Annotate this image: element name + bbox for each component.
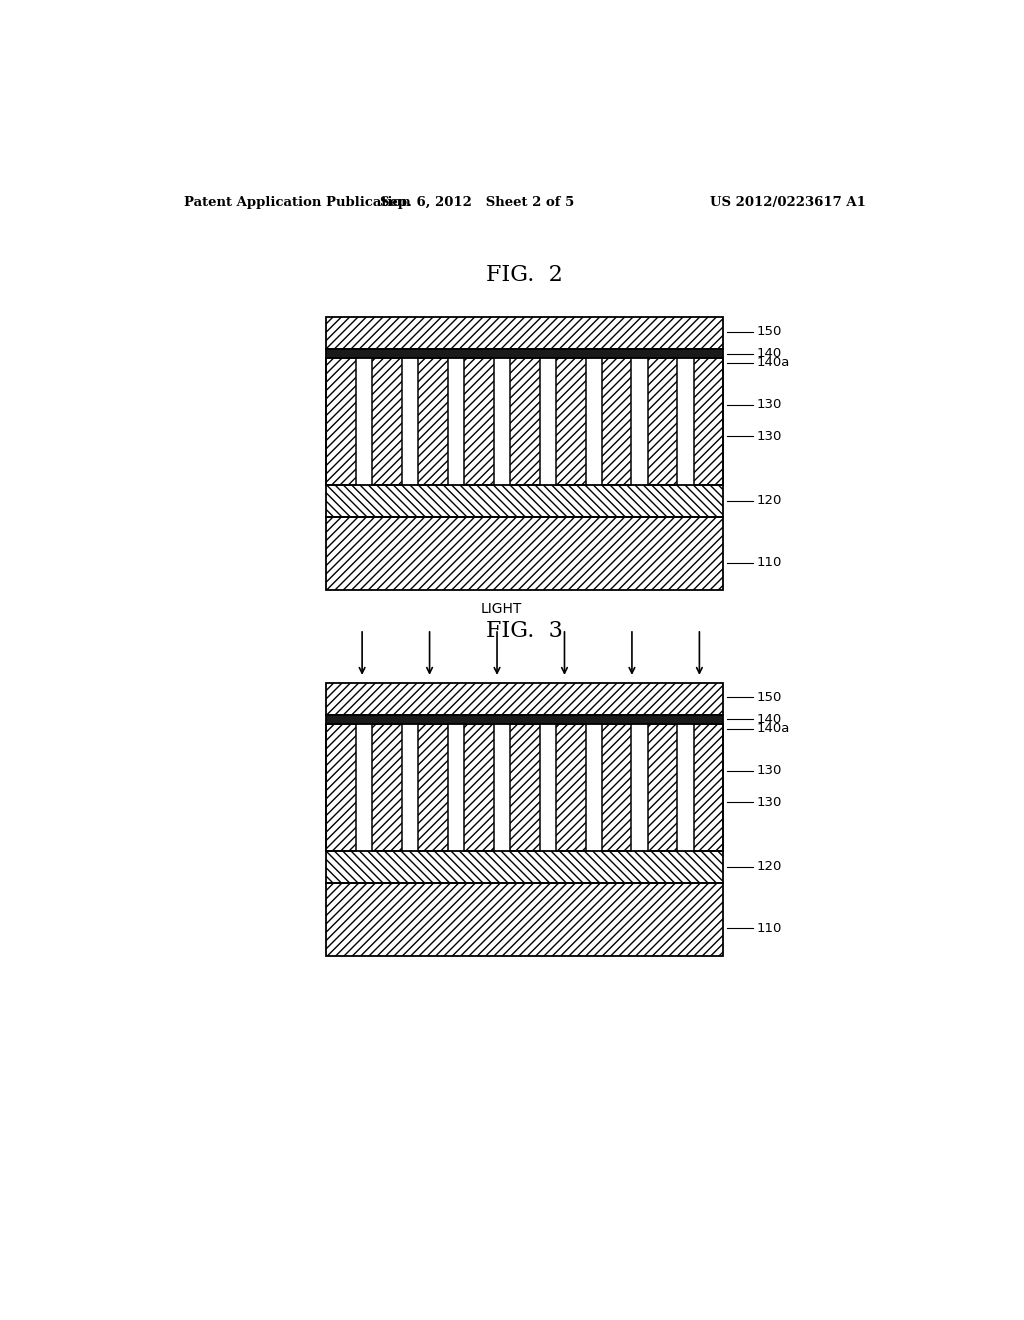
Bar [373, 723, 401, 850]
Bar [327, 850, 723, 883]
Bar [556, 723, 586, 850]
Bar [418, 358, 447, 484]
Text: 130: 130 [757, 796, 782, 809]
Bar [648, 358, 677, 484]
Bar [327, 723, 356, 850]
Text: 150: 150 [757, 325, 782, 338]
Bar [327, 715, 723, 723]
Bar [327, 682, 723, 715]
Bar [648, 358, 677, 484]
Bar [602, 723, 632, 850]
Bar [327, 358, 356, 484]
Bar [602, 723, 632, 850]
Bar [464, 358, 494, 484]
Bar [556, 723, 586, 850]
Text: FIG.  2: FIG. 2 [486, 264, 563, 286]
Bar [556, 358, 586, 484]
Text: 140a: 140a [757, 356, 790, 370]
Bar [510, 358, 540, 484]
Bar [327, 517, 723, 590]
Bar [464, 358, 494, 484]
Bar [327, 883, 723, 956]
Bar [373, 723, 401, 850]
Text: Sep. 6, 2012   Sheet 2 of 5: Sep. 6, 2012 Sheet 2 of 5 [380, 195, 574, 209]
Bar [602, 358, 632, 484]
Bar [693, 358, 723, 484]
Text: LIGHT: LIGHT [480, 602, 521, 615]
Text: 110: 110 [757, 556, 782, 569]
Text: 130: 130 [757, 764, 782, 777]
Text: 140: 140 [757, 713, 781, 726]
Bar [602, 358, 632, 484]
Bar [693, 358, 723, 484]
Bar [418, 723, 447, 850]
Bar [510, 723, 540, 850]
Text: 120: 120 [757, 495, 782, 507]
Text: 140: 140 [757, 347, 781, 360]
Bar [510, 358, 540, 484]
Bar [327, 517, 723, 590]
Text: FIG.  3: FIG. 3 [486, 620, 563, 642]
Bar [556, 358, 586, 484]
Bar [464, 723, 494, 850]
Bar [327, 317, 723, 350]
Bar [510, 723, 540, 850]
Bar [418, 723, 447, 850]
Bar [418, 723, 447, 850]
Bar [327, 883, 723, 956]
Bar [648, 723, 677, 850]
Bar [464, 723, 494, 850]
Bar [327, 723, 356, 850]
Bar [327, 317, 723, 350]
Bar [602, 358, 632, 484]
Bar [327, 682, 723, 715]
Bar [327, 682, 723, 715]
Bar [418, 358, 447, 484]
Bar [373, 358, 401, 484]
Bar [373, 358, 401, 484]
Bar [327, 317, 723, 350]
Text: 130: 130 [757, 399, 782, 411]
Bar [556, 358, 586, 484]
Bar [327, 850, 723, 883]
Bar [327, 350, 723, 358]
Bar [327, 484, 723, 517]
Bar [510, 723, 540, 850]
Bar [327, 358, 723, 484]
Bar [327, 484, 723, 517]
Bar [556, 723, 586, 850]
Bar [373, 358, 401, 484]
Text: US 2012/0223617 A1: US 2012/0223617 A1 [711, 195, 866, 209]
Bar [464, 358, 494, 484]
Bar [693, 723, 723, 850]
Bar [648, 358, 677, 484]
Bar [693, 358, 723, 484]
Bar [418, 358, 447, 484]
Bar [327, 850, 723, 883]
Bar [648, 723, 677, 850]
Text: 150: 150 [757, 690, 782, 704]
Bar [602, 723, 632, 850]
Bar [327, 883, 723, 956]
Text: 140a: 140a [757, 722, 790, 735]
Bar [648, 723, 677, 850]
Bar [693, 723, 723, 850]
Bar [510, 358, 540, 484]
Text: 120: 120 [757, 861, 782, 874]
Bar [327, 358, 356, 484]
Bar [327, 517, 723, 590]
Bar [327, 723, 723, 850]
Bar [693, 723, 723, 850]
Text: 110: 110 [757, 921, 782, 935]
Text: Patent Application Publication: Patent Application Publication [183, 195, 411, 209]
Bar [327, 484, 723, 517]
Bar [464, 723, 494, 850]
Bar [327, 723, 356, 850]
Text: 130: 130 [757, 430, 782, 444]
Bar [327, 358, 356, 484]
Bar [373, 723, 401, 850]
